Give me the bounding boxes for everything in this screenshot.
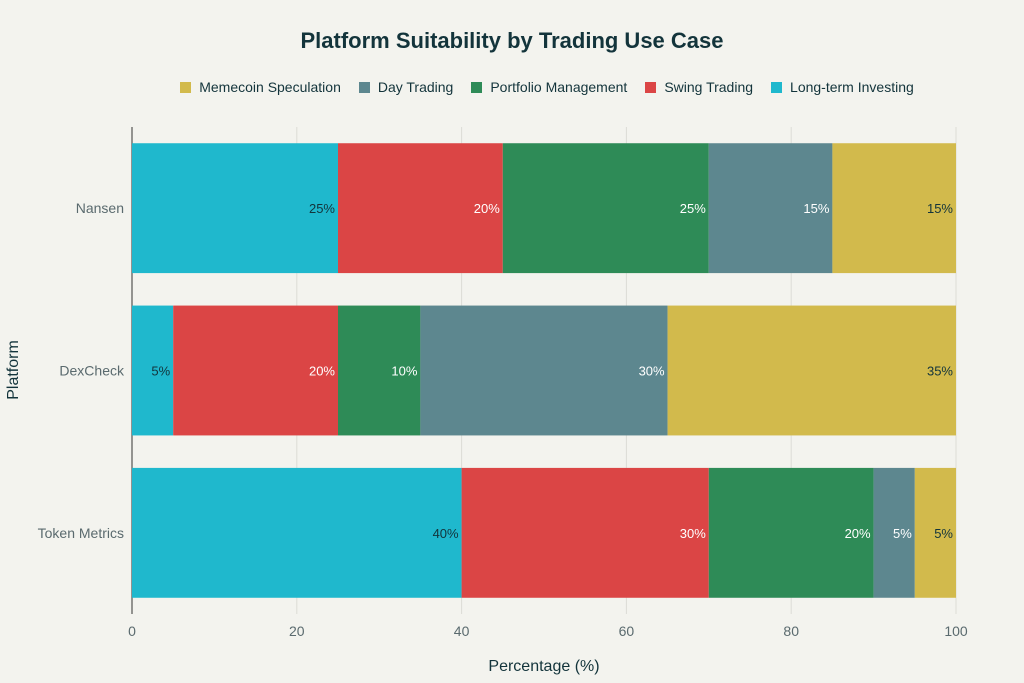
data-label: 25%: [680, 201, 706, 216]
data-label: 30%: [680, 526, 706, 541]
legend-label: Day Trading: [377, 79, 454, 95]
bar-segment: [667, 305, 956, 436]
y-tick-label: DexCheck: [59, 363, 125, 379]
legend-item[interactable]: Swing Trading: [645, 79, 753, 95]
legend-item[interactable]: Memecoin Speculation: [180, 79, 341, 95]
data-label: 40%: [433, 526, 459, 541]
data-label: 20%: [309, 364, 335, 379]
y-tick-label: Token Metrics: [38, 525, 124, 541]
legend-item[interactable]: Portfolio Management: [471, 79, 627, 95]
data-label: 15%: [927, 201, 953, 216]
data-label: 15%: [803, 201, 829, 216]
legend-swatch: [771, 81, 783, 93]
legend-item[interactable]: Long-term Investing: [771, 79, 914, 95]
y-axis-title: Platform: [5, 340, 22, 400]
data-label: 5%: [934, 526, 953, 541]
legend-label: Swing Trading: [664, 79, 754, 95]
legend-swatch: [645, 81, 657, 93]
data-label: 5%: [151, 364, 170, 379]
data-label: 20%: [845, 526, 871, 541]
legend-label: Portfolio Management: [490, 79, 628, 95]
bar-segment: [173, 305, 338, 436]
chart-title: Platform Suitability by Trading Use Case: [300, 28, 724, 53]
data-label: 35%: [927, 364, 953, 379]
legend-swatch: [358, 81, 370, 93]
data-label: 20%: [474, 201, 500, 216]
bar-segment: [132, 143, 338, 274]
bar-segment: [502, 143, 709, 274]
y-tick-label: Nansen: [76, 200, 124, 216]
bar-segment: [420, 305, 668, 436]
bar-segment: [832, 143, 956, 274]
x-tick-label: 20: [289, 623, 305, 639]
bar-segment: [914, 467, 956, 598]
x-axis-title: Percentage (%): [488, 658, 599, 675]
legend-label: Long-term Investing: [790, 79, 914, 95]
legend: Memecoin Speculation Day Trading Portfolio…: [0, 79, 1024, 95]
legend-item[interactable]: Day Trading: [358, 79, 454, 95]
bar-segment: [132, 305, 174, 436]
bar-segment: [338, 143, 503, 274]
x-tick-label: 80: [783, 623, 799, 639]
legend-swatch: [180, 81, 192, 93]
bar-segment: [338, 305, 421, 436]
legend-swatch: [471, 81, 483, 93]
data-label: 25%: [309, 201, 335, 216]
x-tick-label: 100: [944, 623, 968, 639]
legend-label: Memecoin Speculation: [199, 79, 341, 95]
data-label: 5%: [893, 526, 912, 541]
data-label: 10%: [391, 364, 417, 379]
bar-segment: [873, 467, 915, 598]
x-tick-label: 0: [128, 623, 136, 639]
data-label: 30%: [639, 364, 665, 379]
x-tick-label: 40: [454, 623, 470, 639]
bar-segment: [132, 467, 462, 598]
bar-segment: [708, 143, 833, 274]
bar-segment: [708, 467, 874, 598]
bar-segment: [461, 467, 709, 598]
x-tick-label: 60: [619, 623, 635, 639]
